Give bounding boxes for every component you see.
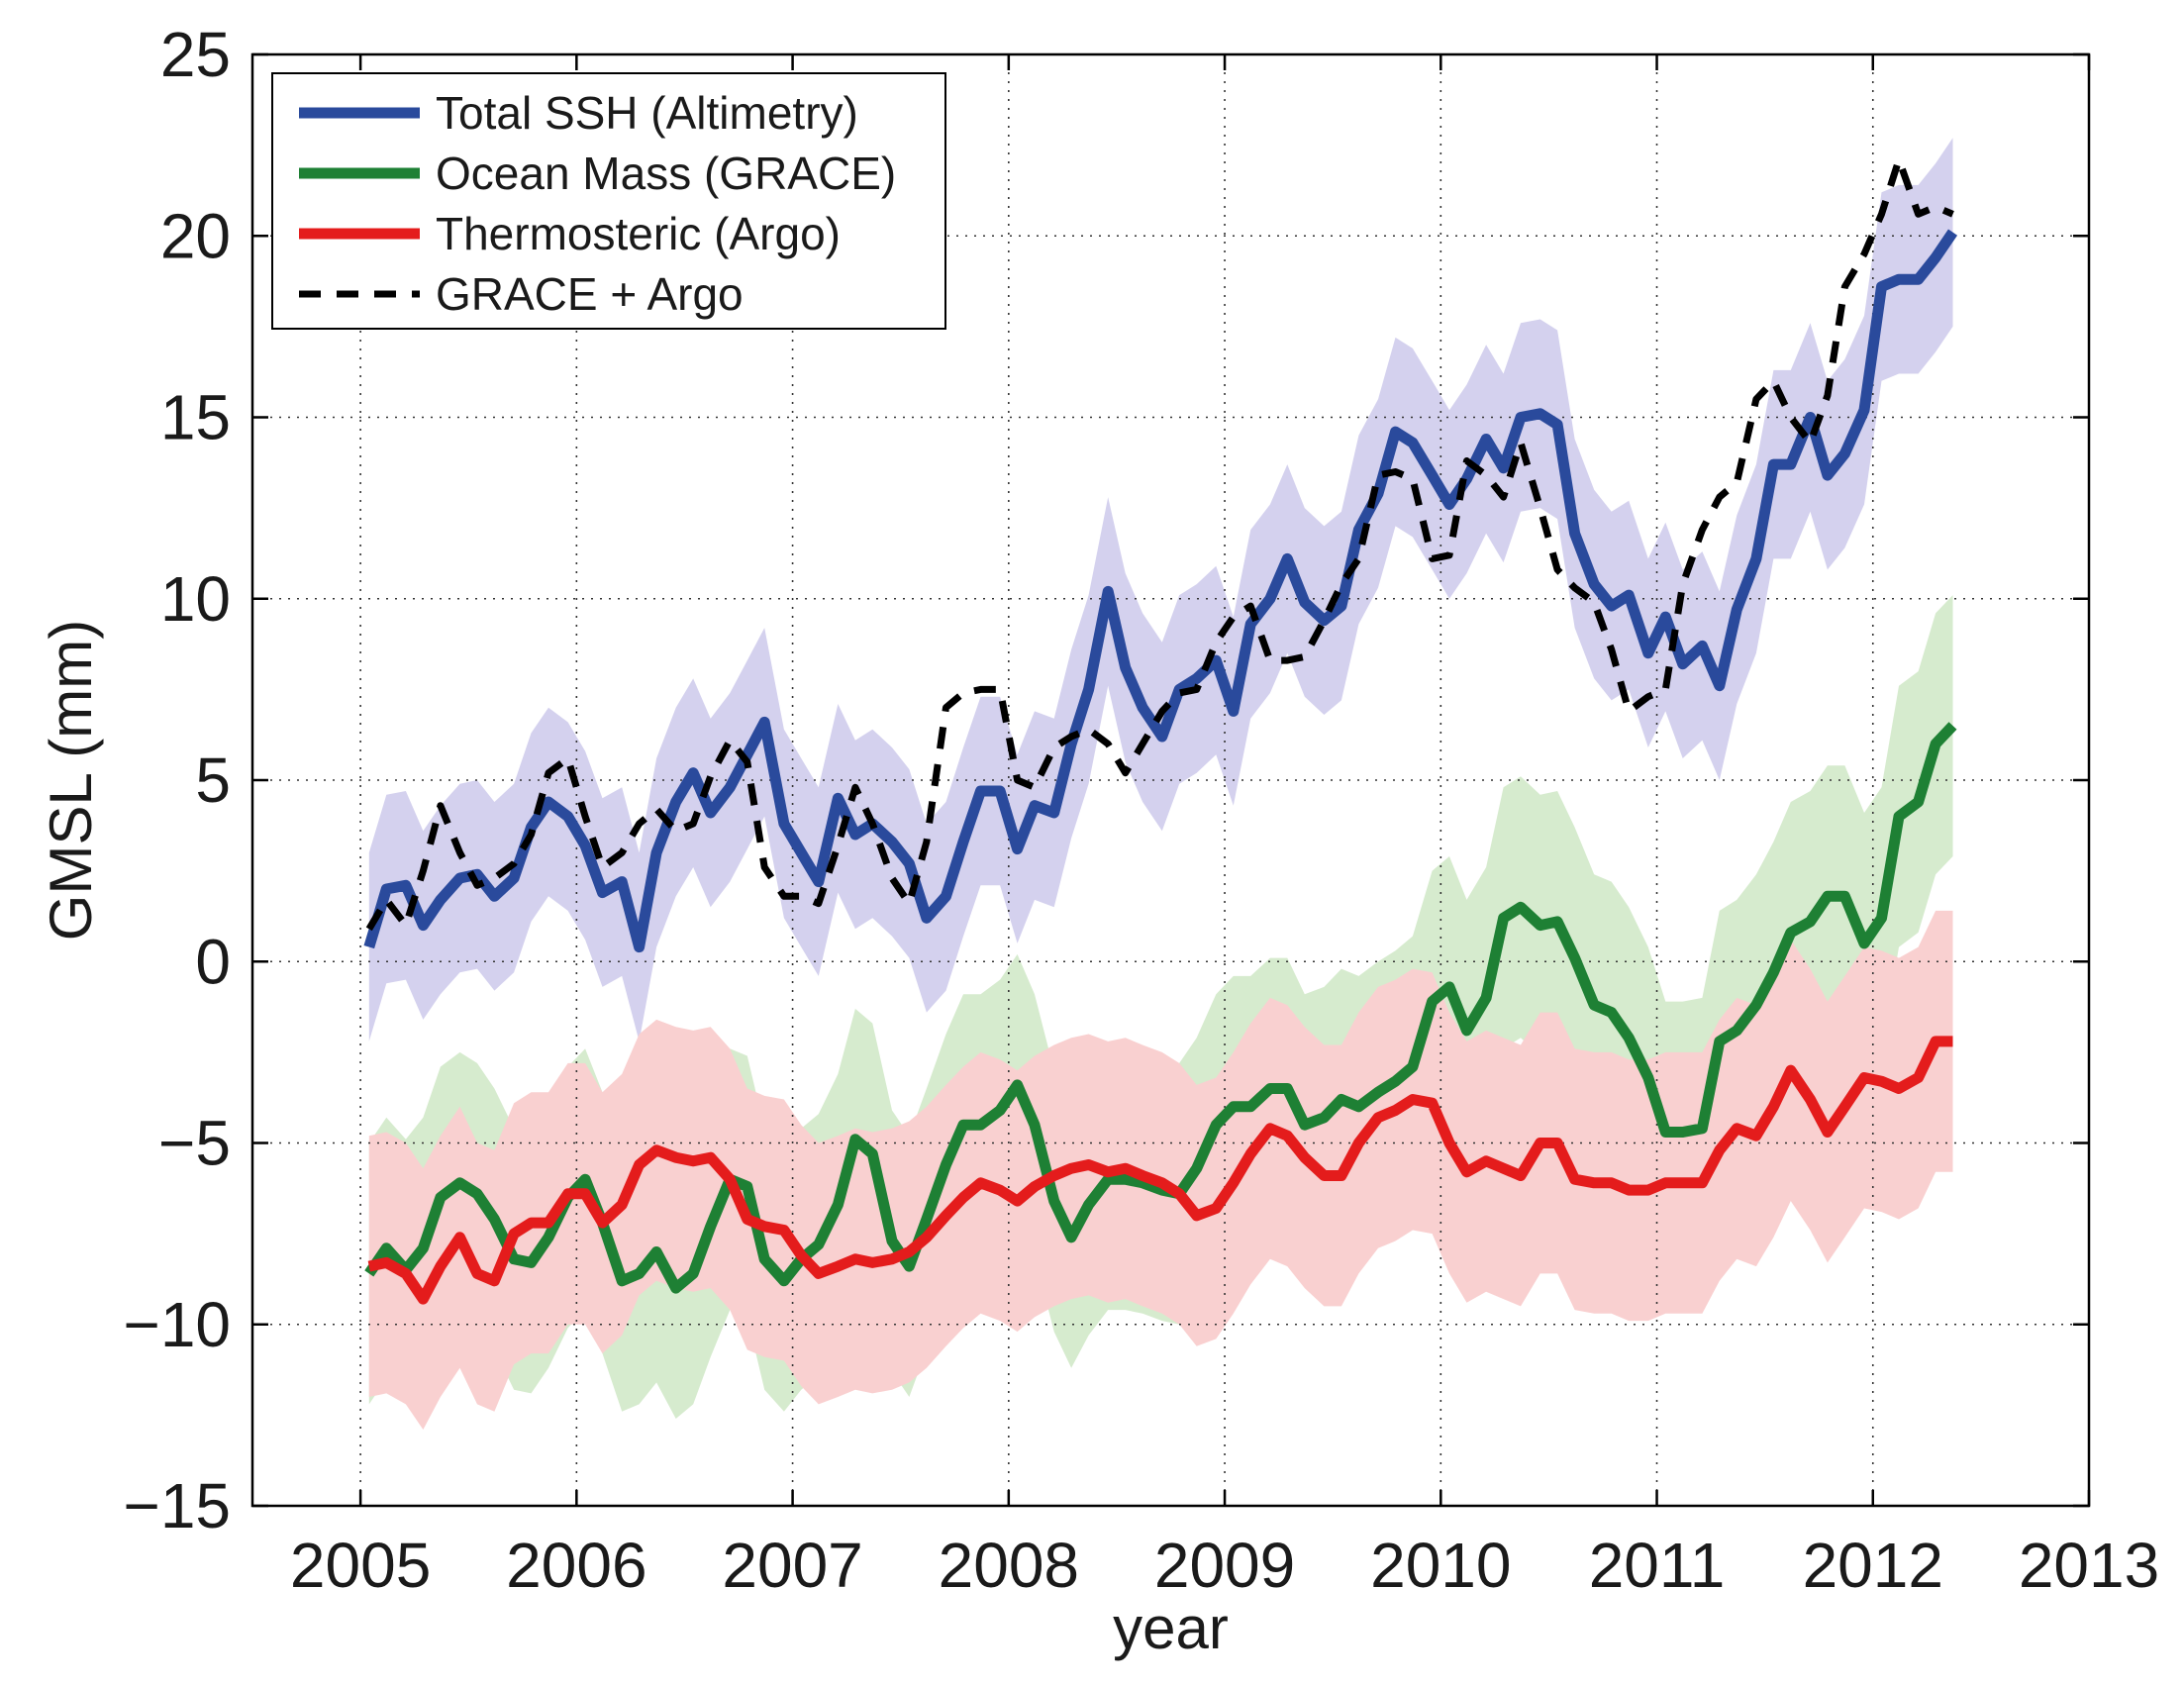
y-tick-label-5: 5	[195, 744, 231, 816]
legend-entry-grace-argo: GRACE + Argo	[436, 268, 744, 320]
legend-entry-total-ssh: Total SSH (Altimetry)	[436, 87, 858, 139]
y-tick-label--15: −15	[123, 1470, 231, 1541]
line-grace-argo	[365, 155, 1954, 932]
axis-ticks	[252, 52, 2091, 1508]
x-tick-label-2008: 2008	[939, 1530, 1079, 1601]
line-ocean-mass-grace	[364, 722, 1957, 1294]
line-thermosteric-argo	[367, 1036, 1953, 1305]
y-tick-label-10: 10	[160, 563, 231, 635]
uncertainty-bands	[368, 138, 1953, 1430]
y-tick-label--5: −5	[158, 1108, 231, 1179]
x-tick-label-2013: 2013	[2019, 1530, 2159, 1601]
y-tick-labels: −15 −10 −5 0 5 10 15 20 25	[123, 19, 231, 1541]
x-tick-label-2010: 2010	[1370, 1530, 1511, 1601]
y-axis-title: GMSL (mm)	[38, 620, 104, 941]
legend-entry-thermosteric: Thermosteric (Argo)	[436, 208, 841, 259]
x-tick-label-2012: 2012	[1803, 1530, 1943, 1601]
y-tick-label-20: 20	[160, 200, 231, 271]
x-tick-label-2009: 2009	[1154, 1530, 1295, 1601]
x-tick-label-2005: 2005	[290, 1530, 431, 1601]
x-tick-label-2006: 2006	[506, 1530, 646, 1601]
legend-entry-ocean-mass: Ocean Mass (GRACE)	[436, 148, 896, 199]
y-tick-label-15: 15	[160, 382, 231, 453]
band-total-ssh-altimetry	[368, 138, 1953, 1042]
line-total-ssh-altimetry	[363, 229, 1958, 953]
y-tick-label-25: 25	[160, 19, 231, 90]
band-thermosteric-argo	[368, 910, 1953, 1430]
y-tick-label--10: −10	[123, 1289, 231, 1360]
x-tick-labels: 2005 2006 2007 2008 2009 2010 2011 2012 2013	[290, 1530, 2159, 1601]
x-axis-title: year	[1113, 1595, 1229, 1661]
x-tick-label-2007: 2007	[722, 1530, 862, 1601]
x-tick-label-2011: 2011	[1589, 1530, 1726, 1601]
legend: Total SSH (Altimetry) Ocean Mass (GRACE)…	[271, 72, 946, 330]
y-tick-label-0: 0	[195, 926, 231, 997]
series-lines	[363, 155, 1958, 1305]
